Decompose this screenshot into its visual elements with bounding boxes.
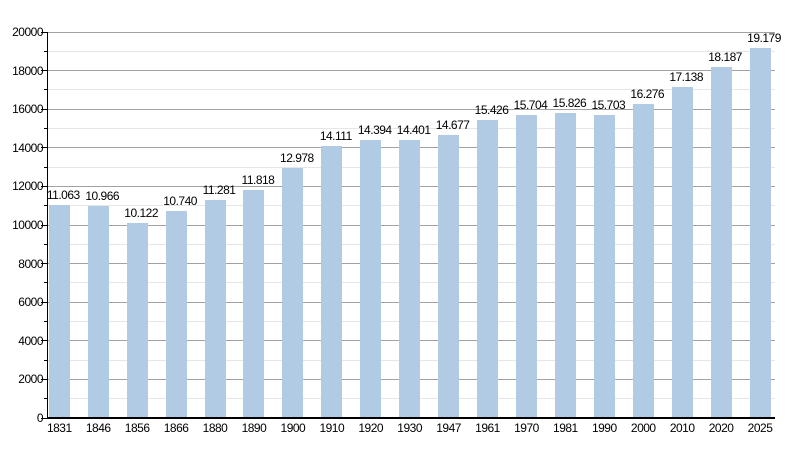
bar — [593, 114, 615, 418]
x-tick-label: 1961 — [475, 421, 500, 435]
bar-value-label: 14.677 — [435, 117, 470, 132]
y-major-tick — [41, 185, 47, 187]
bar — [87, 206, 109, 418]
y-tick-label: 12000 — [12, 179, 43, 194]
bar — [554, 112, 576, 418]
y-tick-label: 8000 — [18, 256, 43, 271]
minor-gridline — [48, 89, 775, 91]
y-minor-tick — [44, 243, 48, 245]
bar — [515, 114, 537, 418]
bar-value-label: 15.426 — [474, 103, 509, 118]
y-major-tick — [41, 31, 47, 33]
bar-value-label: 14.394 — [357, 123, 392, 138]
x-tick-label: 1990 — [591, 421, 617, 435]
bar — [126, 222, 148, 418]
x-tick-label: 1910 — [319, 421, 345, 435]
y-tick-label: 20000 — [12, 25, 43, 39]
y-tick-label: 10000 — [12, 218, 43, 232]
y-tick-label: 6000 — [18, 295, 43, 310]
bar — [282, 167, 304, 418]
bar — [321, 145, 343, 418]
y-minor-tick — [44, 321, 48, 322]
x-tick-label: 1831 — [46, 421, 72, 435]
y-major-tick — [41, 417, 47, 419]
bar-value-label: 11.063 — [46, 187, 80, 202]
bar-value-label: 10.122 — [124, 205, 159, 220]
bar-value-label: 15.703 — [591, 97, 626, 112]
bar — [632, 103, 654, 418]
y-tick-label: 18000 — [12, 63, 43, 78]
bar — [243, 189, 265, 418]
y-minor-tick — [44, 128, 48, 129]
x-tick-label: 1846 — [85, 421, 111, 435]
y-tick-label: 16000 — [12, 102, 43, 117]
x-tick-label: 2020 — [708, 421, 734, 435]
y-tick-label: 2000 — [18, 372, 43, 387]
y-minor-tick — [44, 166, 48, 168]
bar-value-label: 12.978 — [280, 150, 314, 165]
x-tick-label: 2025 — [747, 421, 773, 435]
bar — [438, 134, 460, 418]
bar — [749, 47, 771, 418]
minor-gridline — [48, 50, 775, 52]
bar-value-label: 14.111 — [319, 128, 352, 143]
bar — [671, 87, 693, 418]
x-tick-label: 2010 — [669, 421, 695, 435]
y-major-tick — [41, 263, 47, 265]
bar-value-label: 11.281 — [202, 183, 236, 198]
x-tick-label: 2000 — [630, 421, 656, 435]
bar — [399, 140, 421, 418]
major-gridline — [48, 31, 775, 33]
bar-value-label: 19.179 — [747, 30, 781, 45]
major-gridline — [48, 108, 775, 110]
bar-value-label: 17.138 — [669, 70, 704, 85]
y-major-tick — [41, 340, 47, 342]
x-tick-label: 1930 — [397, 421, 423, 435]
bar — [165, 210, 187, 418]
x-tick-label: 1856 — [124, 421, 150, 435]
x-tick-label: 1880 — [202, 421, 228, 435]
bar-value-label: 10.966 — [85, 189, 120, 204]
y-minor-tick — [44, 398, 48, 400]
bar — [477, 120, 499, 418]
major-gridline — [48, 70, 775, 72]
y-minor-tick — [44, 50, 48, 52]
y-major-tick — [41, 70, 47, 72]
x-tick-label: 1900 — [280, 421, 306, 435]
plot-area: 11.063 10.966 10.122 10.740 11.281 11.818 12.9… — [46, 31, 781, 419]
x-tick-label: 1947 — [436, 421, 461, 435]
minor-gridline — [48, 128, 775, 129]
y-major-tick — [41, 147, 47, 149]
y-axis-line — [46, 32, 48, 418]
bar — [204, 200, 226, 418]
bar-value-label: 11.818 — [241, 172, 275, 187]
y-minor-tick — [44, 89, 48, 91]
y-tick-label: 4000 — [18, 333, 43, 348]
x-tick-label: 1866 — [163, 421, 189, 435]
y-major-tick — [41, 378, 47, 380]
x-tick-label: 1970 — [514, 421, 539, 435]
y-major-tick — [41, 224, 47, 226]
bar-value-label: 10.740 — [163, 193, 197, 208]
y-major-tick — [41, 301, 47, 303]
bar — [710, 67, 732, 418]
x-tick-label: 1920 — [358, 421, 384, 435]
y-tick-label: 0 — [36, 411, 44, 425]
bar-value-label: 15.826 — [552, 95, 587, 110]
y-tick-label: 14000 — [12, 140, 43, 155]
y-minor-tick — [44, 205, 48, 207]
x-tick-label: 1890 — [241, 421, 267, 435]
bar-value-label: 18.187 — [708, 50, 742, 64]
y-major-tick — [41, 108, 47, 110]
y-minor-tick — [44, 282, 48, 284]
y-minor-tick — [44, 359, 48, 361]
bar — [48, 204, 70, 418]
bar-value-label: 16.276 — [630, 86, 665, 101]
x-axis-line — [46, 416, 775, 419]
x-tick-label: 1981 — [553, 421, 578, 435]
bar-value-label: 14.401 — [396, 123, 431, 138]
bar-value-label: 15.704 — [513, 97, 548, 112]
bar — [360, 140, 382, 418]
